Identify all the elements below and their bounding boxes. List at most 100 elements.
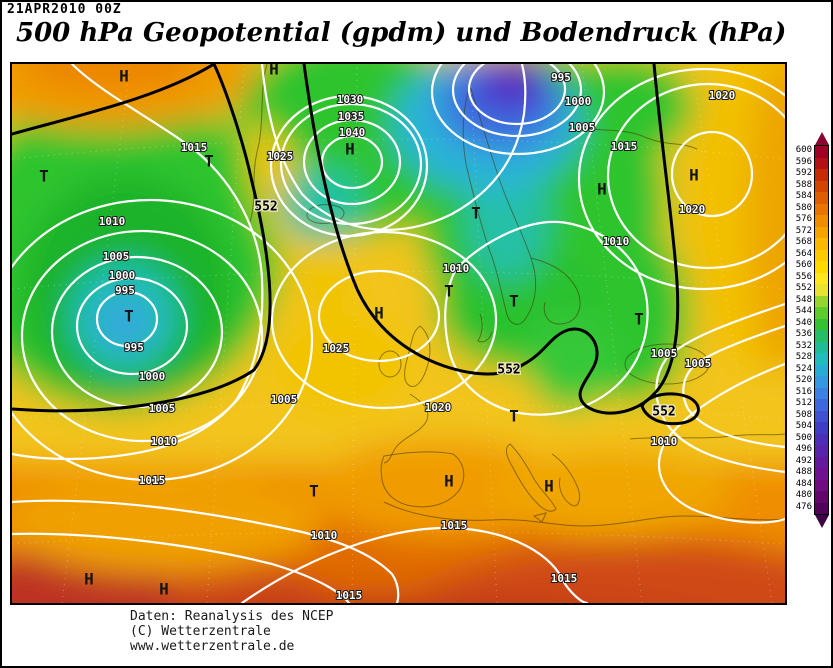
geopotential-label: 552: [254, 200, 277, 215]
page-title: 500 hPa Geopotential (gpdm) und Bodendru…: [16, 18, 787, 48]
colorbar-swatch: [815, 272, 828, 284]
colorbar-swatch: [815, 180, 828, 192]
colorbar-swatch: [815, 249, 828, 261]
pressure-center-T: T: [309, 482, 319, 501]
pressure-center-H: H: [444, 472, 454, 491]
colorbar-value: 600: [795, 145, 812, 155]
footer-line: www.wetterzentrale.de: [130, 639, 295, 654]
colorbar-value: 496: [795, 444, 812, 454]
pressure-label: 1005: [103, 250, 130, 263]
pressure-label: 1005: [651, 347, 678, 360]
pressure-label: 1000: [139, 370, 166, 383]
colorbar-swatch: [815, 479, 828, 491]
colorbar-value: 500: [795, 432, 812, 443]
colorbar-value: 544: [795, 306, 812, 316]
colorbar-values: 600 596 592 588 584 580 576 572 568 564 560 556 552 5…: [792, 145, 812, 513]
colorbar-value: 560: [795, 260, 812, 270]
footer-credits: Daten: Reanalysis des NCEP (C) Wetterzent…: [130, 609, 334, 654]
colorbar-value: 512: [795, 398, 812, 408]
geopotential-label: 552: [497, 363, 520, 378]
pressure-center-H: H: [269, 64, 279, 79]
pressure-label: 1020: [679, 203, 706, 216]
run-timestamp: 21APR2010 00Z: [7, 2, 122, 17]
pressure-center-H: H: [119, 67, 129, 86]
pressure-center-T: T: [444, 282, 454, 301]
pressure-label: 1020: [709, 89, 736, 102]
colorbar-swatch: [815, 192, 828, 204]
colorbar-swatch: [815, 364, 828, 376]
colorbar-value: 536: [795, 329, 812, 339]
colorbar-swatch: [815, 157, 828, 169]
pressure-label: 995: [124, 341, 144, 354]
colorbar-swatch: [815, 491, 828, 503]
pressure-label: 995: [551, 71, 571, 84]
pressure-center-H: H: [84, 570, 94, 589]
colorbar-value: 568: [795, 237, 812, 247]
pressure-label: 1010: [151, 435, 178, 448]
colorbar-value: 508: [795, 409, 812, 420]
colorbar-swatch: [815, 330, 828, 342]
colorbar-value: 480: [795, 490, 812, 500]
colorbar-value: 520: [795, 375, 812, 385]
pressure-center-H: H: [597, 180, 607, 199]
colorbar-value: 516: [795, 386, 812, 397]
pressure-center-T: T: [634, 310, 644, 329]
pressure-label: 1010: [99, 215, 126, 228]
pressure-center-H: H: [544, 477, 554, 496]
pressure-label: 1015: [181, 141, 208, 154]
map-container: 1015 1010 1005 1000 995 995 1000 1005 1010 1015 10…: [10, 62, 787, 605]
colorbar-value: 584: [795, 191, 812, 201]
colorbar-swatch: [815, 433, 828, 445]
pressure-center-T: T: [471, 204, 481, 223]
colorbar-value: 488: [795, 467, 812, 477]
colorbar-swatch: [815, 284, 828, 296]
colorbar-swatch: [815, 169, 828, 181]
colorbar-value: 492: [795, 455, 812, 466]
pressure-center-H: H: [345, 140, 355, 159]
colorbar-value: 540: [795, 317, 812, 328]
pressure-label: 1040: [339, 126, 366, 139]
colorbar-value: 556: [795, 271, 812, 282]
pressure-center-T: T: [39, 167, 49, 186]
colorbar-value: 564: [795, 248, 812, 259]
pressure-label: 1010: [651, 435, 678, 448]
colorbar-value: 532: [795, 340, 812, 351]
colorbar-value: 504: [795, 421, 812, 431]
colorbar-swatch: [815, 399, 828, 411]
colorbar-swatch: [815, 215, 828, 227]
footer-line: (C) Wetterzentrale: [130, 624, 271, 639]
colorbar-value: 572: [795, 225, 812, 236]
colorbar-swatch: [815, 226, 828, 238]
pressure-center-T: T: [509, 292, 519, 311]
graticule-layer: [12, 64, 785, 603]
pressure-label: 1000: [565, 95, 592, 108]
colorbar-swatch: [815, 456, 828, 468]
isobar-layer: [12, 64, 785, 603]
colorbar-swatch: [815, 318, 828, 330]
pressure-label: 995: [115, 284, 135, 297]
colorbar-arrow-top: [814, 132, 829, 145]
geopotential-contour-layer: [12, 64, 700, 426]
colorbar-value: 484: [795, 478, 812, 489]
colorbar-arrow-bottom: [814, 515, 829, 528]
colorbar-swatch: [815, 502, 828, 514]
pressure-label: 1005: [271, 393, 298, 406]
colorbar-value: 476: [795, 501, 812, 512]
colorbar-swatch: [815, 203, 828, 215]
pressure-label: 1015: [611, 140, 638, 153]
pressure-label: 1005: [149, 402, 176, 415]
pressure-label: 1030: [337, 93, 364, 106]
colorbar-swatch: [815, 376, 828, 388]
colorbar-value: 592: [795, 168, 812, 178]
geopotential-field-layer: [12, 64, 785, 603]
colorbar: 600 596 592 588 584 580 576 572 568 564 560 556 552 5…: [792, 132, 829, 528]
pressure-center-H: H: [689, 166, 699, 185]
pressure-label: 1015: [441, 519, 468, 532]
pressure-label: 1000: [109, 269, 136, 282]
pressure-label: 1015: [551, 572, 578, 585]
pressure-center-T: T: [204, 152, 214, 171]
weather-map: 1015 1010 1005 1000 995 995 1000 1005 1010 1015 10…: [12, 64, 785, 603]
pressure-center-H: H: [159, 580, 169, 599]
colorbar-value: 548: [795, 294, 812, 305]
